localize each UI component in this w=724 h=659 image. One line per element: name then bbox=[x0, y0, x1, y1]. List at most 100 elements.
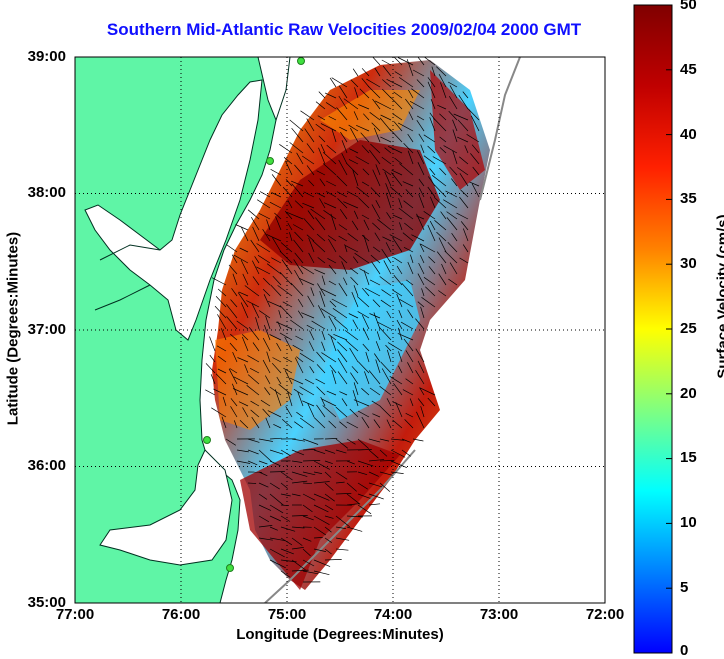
velocity-arrow bbox=[352, 319, 359, 330]
velocity-arrow bbox=[299, 386, 315, 396]
velocity-arrow bbox=[470, 153, 480, 165]
velocity-arrow bbox=[308, 237, 315, 253]
velocity-arrow bbox=[346, 515, 363, 518]
velocity-arrow bbox=[310, 208, 326, 220]
velocity-arrow bbox=[266, 219, 271, 231]
y-tick-label: 39:00 bbox=[27, 48, 66, 65]
velocity-arrow bbox=[456, 167, 469, 176]
velocity-arrow bbox=[250, 400, 260, 407]
velocity-arrow bbox=[302, 460, 321, 462]
velocity-arrow bbox=[361, 181, 370, 187]
velocity-arrow bbox=[429, 168, 436, 176]
velocity-arrow bbox=[284, 370, 293, 385]
velocity-arrow bbox=[427, 145, 436, 154]
velocity-arrow bbox=[449, 96, 458, 110]
velocity-arrow bbox=[290, 180, 304, 187]
velocity-arrow bbox=[417, 360, 425, 374]
velocity-arrow bbox=[415, 348, 425, 363]
velocity-arrow bbox=[436, 251, 447, 264]
velocity-arrow bbox=[306, 143, 315, 154]
velocity-arrow bbox=[303, 218, 315, 231]
velocity-arrow bbox=[294, 200, 304, 209]
velocity-arrow bbox=[350, 79, 359, 88]
velocity-arrow bbox=[469, 181, 480, 187]
x-tick-label: 77:00 bbox=[55, 606, 95, 623]
velocity-arrow bbox=[228, 264, 238, 275]
velocity-arrow bbox=[362, 168, 370, 176]
velocity-arrow bbox=[459, 173, 469, 187]
velocity-arrow bbox=[328, 238, 337, 253]
velocity-arrow bbox=[266, 234, 282, 242]
velocity-arrow bbox=[407, 362, 414, 374]
velocity-arrow bbox=[419, 254, 425, 264]
velocity-arrow bbox=[399, 222, 403, 231]
velocity-arrow bbox=[302, 155, 315, 165]
velocity-arrow bbox=[247, 438, 260, 443]
velocity-arrow bbox=[452, 150, 458, 165]
velocity-arrow bbox=[418, 262, 425, 275]
velocity-arrow bbox=[269, 548, 285, 558]
velocity-arrow bbox=[321, 398, 337, 407]
velocity-arrow bbox=[380, 114, 392, 121]
velocity-arrow bbox=[444, 250, 458, 264]
velocity-arrow bbox=[258, 504, 272, 511]
velocity-arrow bbox=[385, 242, 392, 253]
velocity-arrow bbox=[338, 283, 348, 297]
velocity-arrow bbox=[226, 316, 238, 330]
colorbar-tick-label: 20 bbox=[680, 385, 697, 402]
velocity-arrow bbox=[370, 143, 381, 154]
velocity-arrow bbox=[312, 240, 326, 253]
x-tick-label: 75:00 bbox=[267, 606, 307, 623]
velocity-arrow bbox=[274, 212, 282, 220]
velocity-arrow bbox=[438, 74, 447, 88]
velocity-arrow bbox=[412, 69, 425, 77]
velocity-arrow bbox=[457, 136, 469, 143]
velocity-arrow bbox=[379, 449, 388, 457]
map-title: Southern Mid-Atlantic Raw Velocities 200… bbox=[106, 20, 582, 39]
velocity-arrow bbox=[439, 147, 447, 154]
velocity-arrow bbox=[330, 336, 337, 352]
colorbar-tick-marks bbox=[666, 69, 672, 589]
velocity-arrow bbox=[405, 189, 414, 198]
velocity-arrow bbox=[385, 192, 392, 209]
velocity-arrow bbox=[448, 110, 458, 121]
velocity-arrow bbox=[445, 190, 458, 198]
velocity-arrow bbox=[316, 233, 326, 242]
bay-water bbox=[84, 79, 263, 341]
velocity-arrow bbox=[346, 493, 361, 505]
velocity-arrow bbox=[280, 449, 291, 456]
colorbar-tick-label: 35 bbox=[680, 190, 697, 207]
velocity-arrow bbox=[377, 219, 392, 231]
velocity-arrow bbox=[383, 260, 392, 275]
velocity-arrow bbox=[458, 94, 469, 110]
velocity-arrow bbox=[216, 345, 227, 352]
velocity-arrow bbox=[384, 171, 392, 187]
velocity-arrow bbox=[313, 481, 330, 484]
velocity-arrow bbox=[240, 226, 249, 242]
velocity-arrow bbox=[313, 526, 326, 536]
velocity-arrow bbox=[344, 244, 348, 253]
velocity-arrow bbox=[403, 200, 414, 209]
velocity-arrow bbox=[247, 460, 258, 466]
velocity-arrow bbox=[462, 91, 469, 99]
velocity-arrow bbox=[283, 367, 293, 374]
velocity-arrow bbox=[398, 207, 414, 220]
velocity-arrow bbox=[269, 526, 278, 531]
velocity-arrow bbox=[380, 361, 392, 374]
velocity-arrow bbox=[452, 119, 458, 132]
velocity-arrow bbox=[258, 460, 268, 465]
velocity-arrow bbox=[460, 189, 469, 198]
velocity-arrow bbox=[389, 376, 403, 385]
velocity-arrow bbox=[338, 85, 348, 99]
velocity-arrow bbox=[353, 399, 370, 407]
velocity-arrow bbox=[431, 66, 436, 77]
velocity-arrow bbox=[339, 421, 348, 429]
velocity-arrow bbox=[269, 449, 284, 455]
velocity-arrow bbox=[313, 493, 330, 501]
velocity-arrow bbox=[419, 387, 425, 396]
velocity-arrow bbox=[406, 59, 414, 77]
velocity-arrow bbox=[262, 288, 271, 297]
velocity-arrow bbox=[324, 504, 334, 511]
velocity-arrow bbox=[333, 317, 348, 330]
velocity-arrow bbox=[390, 449, 406, 458]
